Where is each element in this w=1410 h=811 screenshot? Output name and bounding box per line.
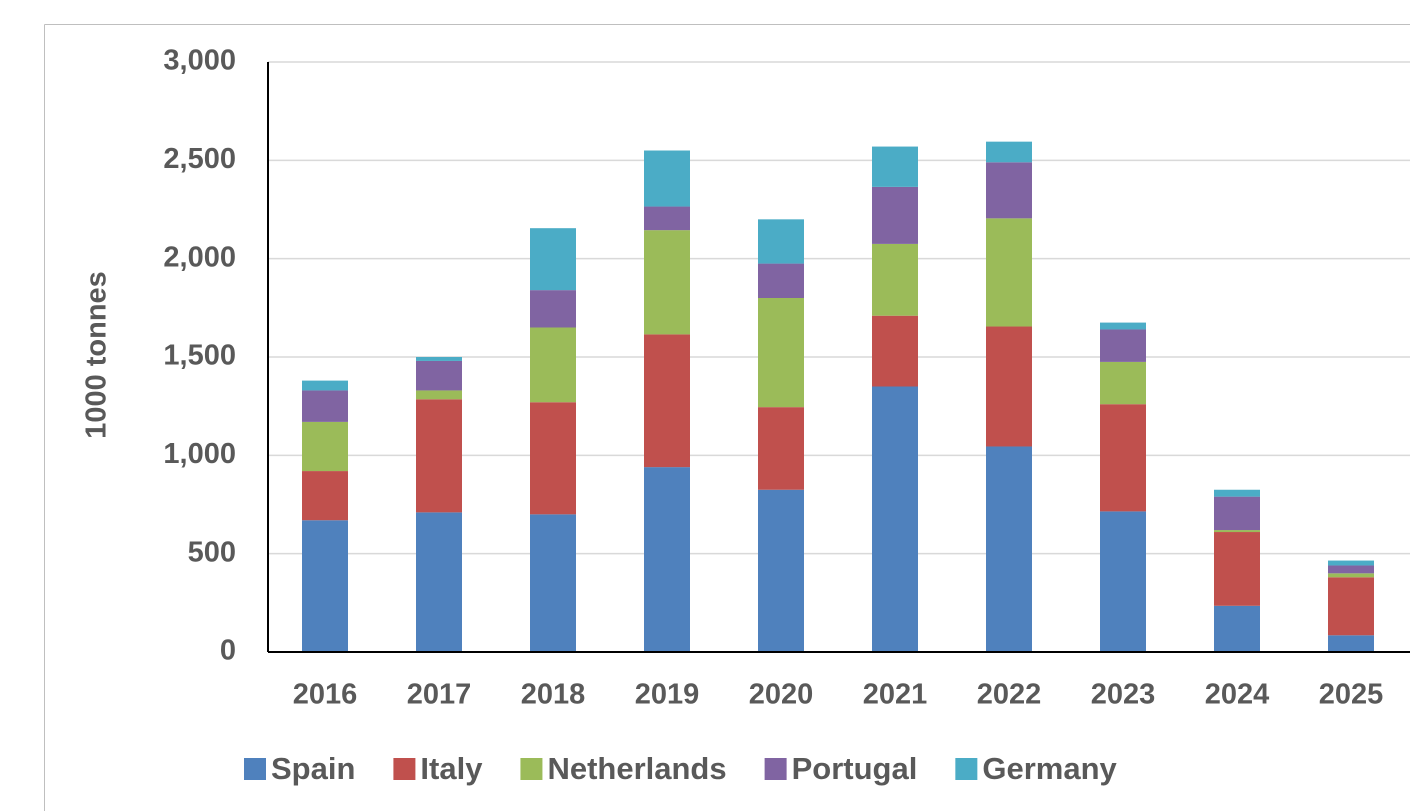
y-tick-label: 500 (188, 536, 236, 568)
x-tick-label: 2025 (1319, 679, 1384, 711)
bar-segment (872, 186, 918, 244)
bar-segment (986, 162, 1032, 219)
y-tick-label: 1,500 (163, 340, 236, 372)
bar-segment (644, 467, 690, 652)
x-tick-label: 2018 (521, 679, 586, 711)
bar-segment (1328, 635, 1374, 652)
x-tick-label: 2016 (293, 679, 358, 711)
x-tick-label: 2023 (1091, 679, 1156, 711)
bar-segment (758, 219, 804, 264)
bar-segment (758, 489, 804, 652)
legend-label: Germany (982, 751, 1117, 786)
y-tick-label: 2,000 (163, 241, 236, 273)
bar-segment (986, 218, 1032, 327)
bar-segment (758, 407, 804, 490)
bar-segment (302, 390, 348, 422)
bar-segment (416, 360, 462, 391)
legend-swatch (955, 758, 978, 780)
bar-segment (1328, 573, 1374, 578)
bar-segment (416, 390, 462, 400)
bar-segment (758, 298, 804, 408)
bar-segment (986, 141, 1032, 163)
bar-segment (872, 146, 918, 187)
bar-segment (530, 290, 576, 328)
x-tick-label: 2021 (863, 679, 928, 711)
bar-segment (1214, 530, 1260, 533)
bar-segment (872, 386, 918, 652)
bar-segment (530, 402, 576, 515)
y-axis-label: 1000 tonnes (81, 271, 113, 439)
bar-segment (302, 380, 348, 391)
bar-segment (416, 399, 462, 513)
x-tick-label: 2024 (1205, 679, 1270, 711)
bar-segment (1214, 532, 1260, 606)
bar-segment (530, 228, 576, 291)
y-tick-label: 0 (220, 635, 236, 667)
bar-segment (302, 520, 348, 652)
bar-segment (872, 315, 918, 387)
bar-segment (986, 326, 1032, 447)
bar-segment (1214, 489, 1260, 497)
bar-segment (1100, 404, 1146, 512)
bar-segment (1214, 605, 1260, 652)
bar-segment (644, 150, 690, 207)
y-tick-label: 3,000 (163, 45, 236, 77)
bar-segment (1100, 361, 1146, 405)
bar-segment (302, 471, 348, 521)
bar-segment (1100, 329, 1146, 362)
bar-segment (416, 357, 462, 361)
bar-segment (872, 243, 918, 316)
bar-segment (1100, 511, 1146, 652)
legend-label: Portugal (792, 751, 918, 786)
legend-label: Spain (271, 751, 355, 786)
x-tick-label: 2019 (635, 679, 700, 711)
bar-segment (644, 206, 690, 231)
x-tick-label: 2020 (749, 679, 814, 711)
legend-swatch (244, 758, 266, 780)
x-tick-label: 2022 (977, 679, 1042, 711)
bar-segment (1328, 565, 1374, 574)
bar-segment (530, 327, 576, 403)
bar-segment (1328, 560, 1374, 566)
bar-segment (986, 446, 1032, 652)
bar-segment (1214, 496, 1260, 531)
bar-segment (1328, 577, 1374, 636)
legend-swatch (520, 758, 543, 780)
legend-label: Netherlands (547, 751, 726, 786)
legend-swatch (393, 758, 416, 780)
bar-segment (530, 514, 576, 652)
bar-segment (1100, 322, 1146, 330)
bar-segment (644, 334, 690, 468)
bar-segment (644, 230, 690, 335)
y-tick-label: 2,500 (163, 143, 236, 175)
x-tick-label: 2017 (407, 679, 472, 711)
bar-segment (302, 421, 348, 472)
bar-segment (416, 512, 462, 652)
bar-segment (758, 263, 804, 298)
legend-swatch (764, 758, 787, 780)
legend-label: Italy (420, 751, 483, 786)
y-tick-label: 1,000 (163, 438, 236, 470)
